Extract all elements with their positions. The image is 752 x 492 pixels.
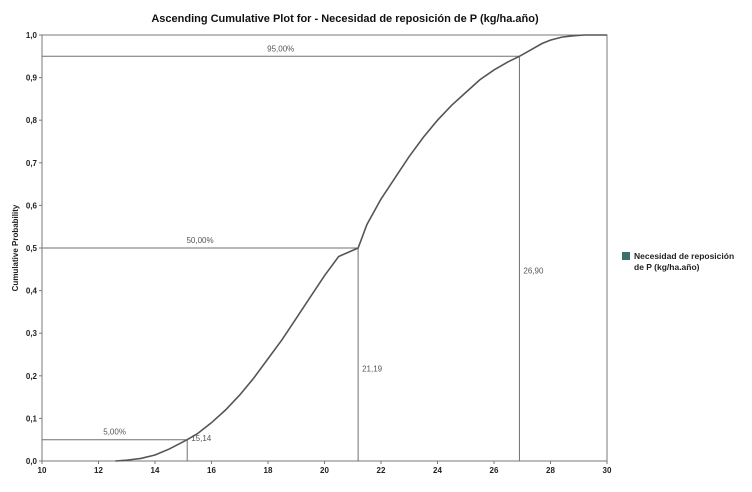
legend: Necesidad de reposición de P (kg/ha.año) <box>622 251 734 272</box>
y-tick-label: 0,9 <box>26 74 38 83</box>
x-tick-label: 26 <box>490 466 499 475</box>
x-tick-label: 30 <box>603 466 612 475</box>
reference-percent-label: 95,00% <box>267 44 294 53</box>
x-tick-label: 10 <box>38 466 47 475</box>
y-axis-label: Cumulative Probability <box>11 204 20 291</box>
y-axis-ticks: 0,0 0,1 0,2 0,3 0,4 0,5 0,6 0,7 0,8 0,9 1,0 <box>26 31 42 466</box>
y-tick-label: 0,3 <box>26 329 38 338</box>
x-tick-label: 24 <box>433 466 442 475</box>
chart-title: Ascending Cumulative Plot for - Necesida… <box>151 13 539 25</box>
x-tick-label: 14 <box>151 466 160 475</box>
x-tick-label: 20 <box>320 466 329 475</box>
x-tick-label: 16 <box>207 466 216 475</box>
legend-label: Necesidad de reposición de P (kg/ha.año) <box>634 251 734 272</box>
y-tick-label: 0,5 <box>26 244 38 253</box>
cumulative-curve-line <box>115 34 607 462</box>
x-tick-label: 22 <box>377 466 386 475</box>
y-tick-label: 0,8 <box>26 116 38 125</box>
reference-value-label: 15,14 <box>191 434 212 443</box>
y-tick-label: 0,4 <box>26 287 38 296</box>
x-tick-label: 12 <box>94 466 103 475</box>
x-axis-ticks: 10 12 14 16 18 20 22 24 26 28 30 <box>38 461 612 475</box>
y-tick-label: 1,0 <box>26 31 38 40</box>
x-tick-label: 18 <box>264 466 273 475</box>
x-tick-label: 28 <box>546 466 555 475</box>
reference-percent-label: 50,00% <box>186 236 213 245</box>
reference-percent-label: 5,00% <box>103 428 126 437</box>
y-tick-label: 0,1 <box>26 414 38 423</box>
reference-lines: 5,00% 15,14 50,00% 21,19 95,00% 26,90 <box>42 44 544 461</box>
y-tick-label: 0,2 <box>26 372 38 381</box>
legend-swatch <box>622 252 630 260</box>
reference-value-label: 21,19 <box>362 365 383 374</box>
y-tick-label: 0,7 <box>26 159 38 168</box>
y-tick-label: 0,6 <box>26 201 38 210</box>
y-tick-label: 0,0 <box>26 457 38 466</box>
reference-value-label: 26,90 <box>523 267 544 276</box>
